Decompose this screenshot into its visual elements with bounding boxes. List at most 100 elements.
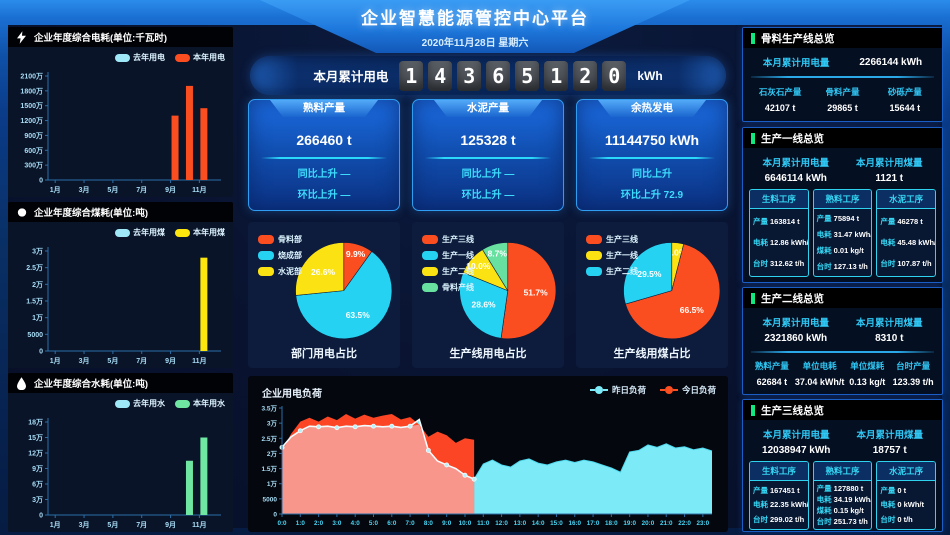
legend-swatch [115, 399, 130, 408]
process-stat: 电耗 31.47 kWh/t [816, 229, 872, 240]
legend-item[interactable]: 去年用电 [115, 52, 165, 63]
legend-item[interactable]: 昨日负荷 [589, 384, 646, 396]
dept-power-pie-title: 部门用电占比 [291, 348, 357, 360]
process-stat-value: 251.73 t/h [833, 517, 868, 526]
line-power-pie-title: 生产线用电占比 [449, 348, 527, 360]
svg-text:3:0: 3:0 [332, 520, 342, 527]
process-cards-row: 生料工序 产量 167451 t 电耗 22.35 kWh/t 台时 299.02 t/h 熟… [749, 461, 937, 530]
stat-card-waste-heat-mom: 环比上升 72.9 [620, 190, 684, 201]
kpi-label: 本月累计用电量 [762, 58, 830, 69]
monthly-power-label: 本月累计用电 [313, 70, 389, 84]
svg-text:1800万: 1800万 [20, 87, 43, 95]
svg-text:9.9%: 9.9% [346, 249, 366, 259]
legend-item[interactable]: 本年用水 [175, 398, 225, 409]
legend-item[interactable]: 骨料部 [258, 234, 302, 245]
legend-marker-line [602, 389, 608, 391]
annual-water-chart: 0 3万 6万 9万 12万 15万 18万 1月 3月 5月 7月 9月 11月 [12, 412, 229, 530]
legend-item[interactable]: 生产三线 [586, 234, 638, 245]
kpi-label: 本月累计用电量 [762, 318, 829, 329]
marker-dot [316, 424, 322, 430]
digit-box: 3 [457, 60, 482, 91]
process-stat-value: 312.62 t/h [770, 259, 805, 268]
svg-text:1万: 1万 [267, 480, 278, 488]
legend-label: 生产三线 [442, 235, 474, 244]
panel-annual-water-header: 企业年度综合水耗(单位:吨) [8, 373, 233, 393]
line-coal-pie-legend: 生产三线生产一线生产二线 [586, 234, 638, 277]
process-card-rows: 产量 0 t 电耗 0 kWh/t 台时 0 t/h [877, 481, 935, 529]
legend-item[interactable]: 水泥部 [258, 266, 302, 277]
stat: 单位电耗 37.04 kWh/t [795, 360, 845, 387]
stat: 石灰石产量 42107 t [749, 86, 811, 113]
panel-annual-coal: 企业年度综合煤耗(单位:吨) 去年用煤 本年用煤 0 5000 1万 1.5万 2万 2.5… [8, 202, 233, 368]
kpi-value: 12038947 kWh [762, 445, 831, 456]
legend-item[interactable]: 烧成部 [258, 250, 302, 261]
legend-item[interactable]: 骨料产线 [422, 282, 474, 293]
legend-item[interactable]: 本年用电 [175, 52, 225, 63]
svg-text:51.7%: 51.7% [524, 288, 549, 298]
legend-item[interactable]: 去年用煤 [115, 227, 165, 238]
panel-power-load: 企业用电负荷 昨日负荷 今日负荷 0 5000 1万 1.5万 2万 2.5万 3万 3.5万 0… [248, 376, 728, 532]
legend-item[interactable]: 生产二线 [422, 266, 474, 277]
process-stat-value: 34.19 kWh/t [833, 495, 873, 504]
bar-本年用电 [200, 108, 208, 180]
svg-text:0: 0 [39, 178, 43, 185]
legend-item[interactable]: 本年用煤 [175, 227, 225, 238]
legend-item[interactable]: 生产二线 [586, 266, 638, 277]
stat-card-cement-yoy: 同比上升 — [461, 169, 515, 180]
svg-text:5月: 5月 [107, 521, 118, 529]
svg-text:14:0: 14:0 [532, 520, 545, 527]
legend-item[interactable]: 生产三线 [422, 234, 474, 245]
legend-item[interactable]: 今日负荷 [659, 384, 716, 396]
process-stat: 产量 0 t [880, 485, 932, 496]
marker-dot [389, 423, 395, 429]
green-accent-icon [751, 32, 755, 44]
svg-text:5000: 5000 [27, 332, 43, 339]
process-stat: 产量 163814 t [753, 216, 805, 227]
panel-annual-power: 企业年度综合电耗(单位:千瓦时) 去年用电 本年用电 0 300万 600万 900万 1… [8, 27, 233, 197]
legend-label: 生产一线 [606, 251, 638, 260]
svg-text:2万: 2万 [32, 281, 43, 289]
legend-swatch [422, 283, 438, 292]
stat-value: 42107 t [764, 102, 796, 113]
legend-item[interactable]: 生产一线 [422, 250, 474, 261]
annual-coal-legend: 去年用煤 本年用煤 [115, 227, 225, 238]
stat-label: 单位煤耗 [850, 360, 885, 371]
line-power-pie-legend: 生产三线生产一线生产二线骨料产线 [422, 234, 474, 293]
svg-text:3月: 3月 [79, 357, 90, 365]
svg-text:11月: 11月 [192, 357, 206, 365]
svg-text:5:0: 5:0 [369, 520, 379, 527]
process-stat: 台时 107.87 t/h [880, 258, 932, 269]
stat: 单位煤耗 0.13 kg/t [844, 360, 890, 387]
process-stat-value: 127880 t [833, 484, 864, 493]
stat-value: 62684 t [756, 376, 788, 387]
process-stat: 台时 127.13 t/h [817, 261, 869, 272]
svg-text:12万: 12万 [28, 450, 43, 458]
legend-swatch [258, 235, 274, 244]
svg-text:66.5%: 66.5% [680, 305, 705, 315]
process-card-title: 熟料工序 [813, 462, 872, 481]
process-stat-label: 电耗 [880, 500, 896, 510]
legend-marker [659, 386, 678, 394]
process-stat: 台时 299.02 t/h [753, 514, 805, 525]
line3-title: 生产三线总览 [761, 404, 824, 417]
svg-text:2:0: 2:0 [314, 520, 324, 527]
process-stat-label: 台时 [880, 259, 896, 268]
line-yesterday-edge [473, 443, 713, 480]
process-card-rows: 产量 75894 t 电耗 31.47 kWh/t 煤耗 0.01 kg/t 台时 127.1… [814, 209, 872, 276]
svg-text:22:0: 22:0 [678, 520, 691, 527]
kpi-value: 8310 t [875, 333, 904, 344]
process-stat-label: 电耗 [753, 500, 768, 510]
process-stat-value: 31.47 kWh/t [833, 230, 873, 240]
process-card: 水泥工序 产量 46278 t 电耗 45.48 kWh/t 台时 107.87 t/h [876, 189, 937, 277]
process-stat-value: 45.48 kWh/t [897, 238, 937, 247]
process-stat-label: 电耗 [816, 230, 832, 240]
pie-slice-生产一线 [459, 272, 509, 339]
legend-marker-dot [594, 386, 603, 394]
legend-label: 水泥部 [278, 267, 302, 276]
legend-item[interactable]: 去年用水 [115, 398, 165, 409]
legend-item[interactable]: 生产一线 [586, 250, 638, 261]
svg-text:9月: 9月 [165, 357, 176, 365]
process-stat-value: 0.15 kg/t [833, 506, 864, 515]
stats-row: 石灰石产量 42107 t 骨料产量 29865 t 砂砾产量 15644 t [749, 82, 936, 116]
divider [751, 351, 934, 353]
